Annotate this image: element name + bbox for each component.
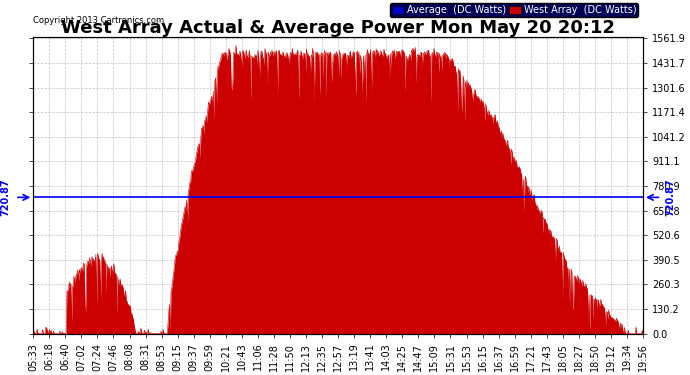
Title: West Array Actual & Average Power Mon May 20 20:12: West Array Actual & Average Power Mon Ma…	[61, 19, 615, 37]
Text: Copyright 2013 Cartronics.com: Copyright 2013 Cartronics.com	[33, 16, 164, 25]
Text: 720.87: 720.87	[1, 178, 11, 216]
Text: 720.87: 720.87	[665, 178, 676, 216]
Legend: Average  (DC Watts), West Array  (DC Watts): Average (DC Watts), West Array (DC Watts…	[391, 3, 638, 17]
